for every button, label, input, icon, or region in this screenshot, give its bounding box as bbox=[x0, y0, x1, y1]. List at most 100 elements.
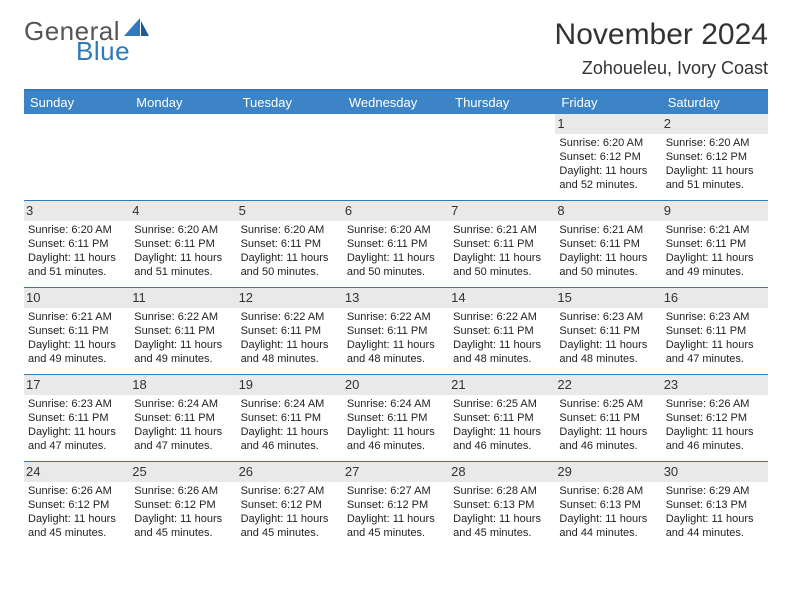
day-cell: 4Sunrise: 6:20 AMSunset: 6:11 PMDaylight… bbox=[130, 201, 236, 287]
day-cell: 2Sunrise: 6:20 AMSunset: 6:12 PMDaylight… bbox=[662, 114, 768, 200]
brand-logo: General Blue bbox=[24, 18, 150, 64]
day-cell: 13Sunrise: 6:22 AMSunset: 6:11 PMDayligh… bbox=[343, 288, 449, 374]
day-sunset: Sunset: 6:11 PM bbox=[453, 238, 551, 252]
day-header-thu: Thursday bbox=[449, 91, 555, 114]
day-day1: Daylight: 11 hours bbox=[666, 339, 764, 353]
day-number: 4 bbox=[130, 201, 236, 221]
week-row: 1Sunrise: 6:20 AMSunset: 6:12 PMDaylight… bbox=[24, 114, 768, 200]
day-sunrise: Sunrise: 6:26 AM bbox=[134, 485, 232, 499]
day-cell: 30Sunrise: 6:29 AMSunset: 6:13 PMDayligh… bbox=[662, 462, 768, 548]
day-cell: 20Sunrise: 6:24 AMSunset: 6:11 PMDayligh… bbox=[343, 375, 449, 461]
day-number: 27 bbox=[343, 462, 449, 482]
day-cell: 8Sunrise: 6:21 AMSunset: 6:11 PMDaylight… bbox=[555, 201, 661, 287]
day-cell: 16Sunrise: 6:23 AMSunset: 6:11 PMDayligh… bbox=[662, 288, 768, 374]
day-sunset: Sunset: 6:12 PM bbox=[666, 412, 764, 426]
day-cell: 15Sunrise: 6:23 AMSunset: 6:11 PMDayligh… bbox=[555, 288, 661, 374]
day-cell bbox=[343, 114, 449, 200]
day-sunset: Sunset: 6:12 PM bbox=[559, 151, 657, 165]
day-sunset: Sunset: 6:11 PM bbox=[559, 238, 657, 252]
day-day2: and 45 minutes. bbox=[28, 527, 126, 541]
day-day2: and 46 minutes. bbox=[453, 440, 551, 454]
day-sunrise: Sunrise: 6:20 AM bbox=[559, 137, 657, 151]
day-cell: 25Sunrise: 6:26 AMSunset: 6:12 PMDayligh… bbox=[130, 462, 236, 548]
day-cell: 1Sunrise: 6:20 AMSunset: 6:12 PMDaylight… bbox=[555, 114, 661, 200]
day-day2: and 46 minutes. bbox=[241, 440, 339, 454]
week-row: 24Sunrise: 6:26 AMSunset: 6:12 PMDayligh… bbox=[24, 461, 768, 548]
day-day2: and 50 minutes. bbox=[347, 266, 445, 280]
day-cell bbox=[130, 114, 236, 200]
day-sunrise: Sunrise: 6:24 AM bbox=[134, 398, 232, 412]
day-day1: Daylight: 11 hours bbox=[347, 252, 445, 266]
day-sunrise: Sunrise: 6:20 AM bbox=[28, 224, 126, 238]
day-number: 7 bbox=[449, 201, 555, 221]
day-day1: Daylight: 11 hours bbox=[666, 252, 764, 266]
day-sunrise: Sunrise: 6:28 AM bbox=[559, 485, 657, 499]
day-sunset: Sunset: 6:12 PM bbox=[28, 499, 126, 513]
day-cell: 24Sunrise: 6:26 AMSunset: 6:12 PMDayligh… bbox=[24, 462, 130, 548]
day-sunset: Sunset: 6:11 PM bbox=[241, 325, 339, 339]
day-day1: Daylight: 11 hours bbox=[241, 426, 339, 440]
day-sunrise: Sunrise: 6:23 AM bbox=[559, 311, 657, 325]
day-sunrise: Sunrise: 6:21 AM bbox=[28, 311, 126, 325]
day-day2: and 49 minutes. bbox=[134, 353, 232, 367]
day-number: 5 bbox=[237, 201, 343, 221]
day-day1: Daylight: 11 hours bbox=[28, 339, 126, 353]
day-day2: and 50 minutes. bbox=[453, 266, 551, 280]
day-number: 17 bbox=[24, 375, 130, 395]
day-sunset: Sunset: 6:12 PM bbox=[134, 499, 232, 513]
day-sunrise: Sunrise: 6:28 AM bbox=[453, 485, 551, 499]
weeks-container: 1Sunrise: 6:20 AMSunset: 6:12 PMDaylight… bbox=[24, 114, 768, 548]
day-sunrise: Sunrise: 6:20 AM bbox=[134, 224, 232, 238]
day-number: 28 bbox=[449, 462, 555, 482]
day-day2: and 50 minutes. bbox=[559, 266, 657, 280]
day-header-sat: Saturday bbox=[662, 91, 768, 114]
day-number: 3 bbox=[24, 201, 130, 221]
day-cell: 22Sunrise: 6:25 AMSunset: 6:11 PMDayligh… bbox=[555, 375, 661, 461]
page-title: November 2024 bbox=[555, 18, 768, 52]
day-day1: Daylight: 11 hours bbox=[666, 513, 764, 527]
day-day1: Daylight: 11 hours bbox=[28, 252, 126, 266]
day-day2: and 45 minutes. bbox=[241, 527, 339, 541]
day-sunrise: Sunrise: 6:22 AM bbox=[241, 311, 339, 325]
day-sunset: Sunset: 6:11 PM bbox=[559, 412, 657, 426]
day-sunset: Sunset: 6:11 PM bbox=[134, 238, 232, 252]
day-sunset: Sunset: 6:11 PM bbox=[666, 238, 764, 252]
day-header-mon: Monday bbox=[130, 91, 236, 114]
page-header: General Blue November 2024 Zohoueleu, Iv… bbox=[24, 18, 768, 79]
day-number: 19 bbox=[237, 375, 343, 395]
day-sunset: Sunset: 6:13 PM bbox=[453, 499, 551, 513]
day-sunset: Sunset: 6:13 PM bbox=[559, 499, 657, 513]
day-number: 10 bbox=[24, 288, 130, 308]
day-day2: and 50 minutes. bbox=[241, 266, 339, 280]
day-day1: Daylight: 11 hours bbox=[134, 513, 232, 527]
day-sunset: Sunset: 6:11 PM bbox=[666, 325, 764, 339]
day-number: 8 bbox=[555, 201, 661, 221]
day-sunset: Sunset: 6:11 PM bbox=[347, 325, 445, 339]
day-day1: Daylight: 11 hours bbox=[453, 339, 551, 353]
day-number: 1 bbox=[555, 114, 661, 134]
day-sunrise: Sunrise: 6:25 AM bbox=[559, 398, 657, 412]
day-sunset: Sunset: 6:11 PM bbox=[28, 412, 126, 426]
day-day1: Daylight: 11 hours bbox=[666, 426, 764, 440]
day-day1: Daylight: 11 hours bbox=[28, 513, 126, 527]
day-day2: and 46 minutes. bbox=[347, 440, 445, 454]
day-sunrise: Sunrise: 6:20 AM bbox=[241, 224, 339, 238]
title-block: November 2024 Zohoueleu, Ivory Coast bbox=[555, 18, 768, 79]
day-day2: and 47 minutes. bbox=[28, 440, 126, 454]
day-day1: Daylight: 11 hours bbox=[453, 252, 551, 266]
day-number: 15 bbox=[555, 288, 661, 308]
day-day2: and 45 minutes. bbox=[453, 527, 551, 541]
day-sunrise: Sunrise: 6:23 AM bbox=[666, 311, 764, 325]
day-sunrise: Sunrise: 6:21 AM bbox=[453, 224, 551, 238]
day-number: 22 bbox=[555, 375, 661, 395]
day-cell: 28Sunrise: 6:28 AMSunset: 6:13 PMDayligh… bbox=[449, 462, 555, 548]
day-sunset: Sunset: 6:11 PM bbox=[453, 412, 551, 426]
day-sunrise: Sunrise: 6:24 AM bbox=[347, 398, 445, 412]
day-number: 18 bbox=[130, 375, 236, 395]
day-day1: Daylight: 11 hours bbox=[241, 513, 339, 527]
day-day2: and 51 minutes. bbox=[134, 266, 232, 280]
day-day2: and 44 minutes. bbox=[559, 527, 657, 541]
day-number: 13 bbox=[343, 288, 449, 308]
day-sunrise: Sunrise: 6:22 AM bbox=[134, 311, 232, 325]
day-day2: and 49 minutes. bbox=[666, 266, 764, 280]
